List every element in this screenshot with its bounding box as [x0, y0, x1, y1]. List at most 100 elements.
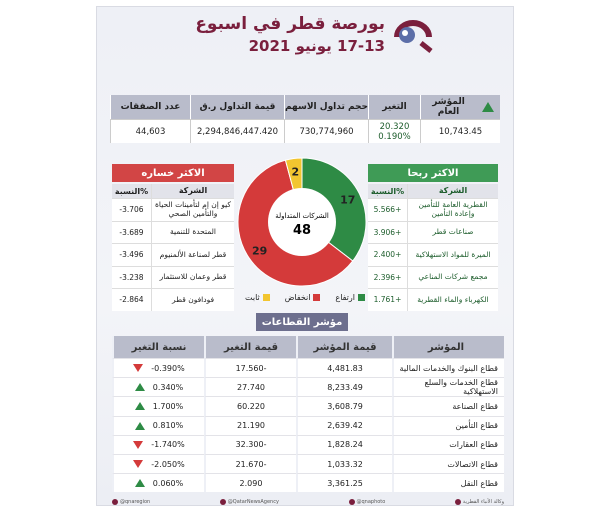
summary-header-change: التغير — [368, 95, 420, 119]
social-icon — [219, 499, 226, 505]
legend-item: انخفاض — [285, 293, 321, 302]
pie-center — [268, 188, 336, 256]
sector-pct-cell: -1.740% — [112, 434, 204, 454]
gainers-pct-value: 2.396+ — [368, 266, 408, 288]
sector-pct-value: 1.700% — [152, 401, 184, 411]
sector-index-value: 3,361.25 — [296, 473, 392, 493]
sector-index-value: 2,639.42 — [296, 415, 392, 435]
losers-row: المتحدة للتنمية -3.689 — [112, 220, 234, 243]
footer-social-item[interactable]: @QatarNewsAgency — [219, 499, 279, 505]
sector-pct-value: -2.050% — [151, 459, 185, 469]
losers-row: قطر وعمان للاستثمار -3.238 — [112, 265, 234, 288]
legend-item: ثابت — [245, 293, 270, 302]
sector-pct-cell: -2.050% — [112, 453, 204, 474]
losers-pct-value: -2.864 — [112, 289, 152, 311]
sectors-col-pct: نسبة التغير — [112, 336, 204, 358]
losers-header: الشركة النسبة% — [112, 184, 234, 198]
summary-deals-value: 44,603 — [110, 119, 190, 143]
sector-pct-value: -0.390% — [151, 363, 185, 373]
losers-company-name: قطر لصناعة الألمنيوم — [159, 249, 227, 259]
legend-swatch — [313, 294, 321, 301]
pie-slice-0 — [301, 157, 367, 262]
up-triangle-icon — [482, 102, 494, 112]
companies-pie-chart: 17 29 2 الشركات المتداولة 48 — [237, 157, 367, 287]
losers-company-name: المتحدة للتنمية — [170, 227, 216, 236]
footer: @qnaregion @QatarNewsAgency @qnaphoto وكالة… — [112, 496, 504, 508]
footer-social-item[interactable]: @qnaregion — [112, 499, 150, 505]
footer-social-handle: @qnaregion — [120, 499, 151, 505]
legend-swatch — [358, 294, 365, 301]
sector-row: قطاع الخدمات والسلع الاستهلاكية 8,233.49 2… — [112, 377, 504, 397]
legend-item: ارتفاع — [335, 293, 365, 302]
sector-pct-value: 0.060% — [152, 478, 184, 488]
sector-index-value: 8,233.49 — [296, 377, 392, 397]
losers-pct-value: -3.689 — [112, 221, 152, 243]
losers-pct-value: -3.238 — [112, 266, 152, 288]
losers-row: قطر لصناعة الألمنيوم -3.496 — [112, 243, 234, 266]
sector-index-value: 4,481.83 — [296, 358, 392, 378]
losers-row: فودافون قطر -2.864 — [112, 288, 234, 311]
gainers-row: الكهرباء والماء القطرية 1.761+ — [368, 288, 498, 311]
page-title: بورصة قطر في اسبوع — [195, 14, 385, 34]
sector-pct-cell: 0.340% — [112, 377, 204, 397]
sector-index-value: 3,608.79 — [296, 396, 392, 416]
legend-label: انخفاض — [284, 293, 311, 302]
sector-name: قطاع الصناعة — [392, 396, 504, 416]
pie-center-value: 48 — [293, 223, 311, 238]
sector-row: قطاع البنوك والخدمات المالية 4,481.83 -17.… — [112, 358, 504, 378]
sector-name: قطاع التأمين — [392, 415, 504, 435]
social-icon — [454, 499, 461, 505]
footer-social-handle: @QatarNewsAgency — [227, 499, 279, 505]
gainers-row: القطرية العامة للتأمين وإعادة التأمين 5.5… — [368, 198, 498, 221]
legend-label: ارتفاع — [335, 293, 355, 302]
sector-pct-value: 0.340% — [152, 382, 184, 392]
sectors-col-change: قيمة التغير — [204, 336, 296, 358]
pie-slice-label: 29 — [252, 244, 267, 257]
gainers-title: الاكثر ربحا — [368, 164, 498, 182]
sector-pct-value: -1.740% — [151, 440, 185, 450]
pie-slice-label: 2 — [292, 165, 300, 178]
pie-slice-label: 17 — [340, 193, 355, 206]
sector-name: قطاع العقارات — [392, 434, 504, 454]
summary-header-value: قيمة التداول ر.ق — [190, 95, 284, 119]
sectors-table: المؤشر قيمة المؤشر قيمة التغير نسبة التغ… — [112, 336, 504, 493]
social-icon — [112, 499, 118, 505]
sectors-header: المؤشر قيمة المؤشر قيمة التغير نسبة التغ… — [112, 336, 504, 358]
sector-row: قطاع التأمين 2,639.42 21.190 0.810% — [112, 415, 504, 435]
gainers-company-name: القطرية العامة للتأمين وإعادة التأمين — [418, 200, 488, 218]
gainers-company-name: صناعات قطر — [432, 227, 474, 236]
sector-change-value: -17.560 — [204, 358, 296, 378]
sector-pct-value: 0.810% — [152, 421, 184, 431]
pie-center-label: الشركات المتداولة — [275, 212, 329, 220]
sector-name: قطاع الاتصالات — [392, 453, 504, 474]
gainers-pct-value: 5.566+ — [368, 199, 408, 221]
sector-change-value: 21.190 — [204, 415, 296, 435]
summary-index-value: 10,743.45 — [420, 119, 500, 143]
footer-social-item[interactable]: وكالة الأنباء القطرية — [454, 499, 504, 505]
losers-title: الاكثر خساره — [112, 164, 234, 182]
gainers-company-name: مجمع شركات المناعي — [418, 272, 488, 281]
summary-header-index: المؤشر العام — [420, 95, 500, 119]
losers-company-name: كيو إن إم لتأمينات الحياة والتأمين الصحي — [155, 200, 231, 218]
sector-pct-cell: -0.390% — [112, 358, 204, 378]
gainers-row: صناعات قطر 3.906+ — [368, 220, 498, 243]
up-triangle-icon — [134, 383, 145, 392]
sector-pct-cell: 0.810% — [112, 415, 204, 435]
sector-row: قطاع النقل 3,361.25 2.090 0.060% — [112, 473, 504, 493]
summary-change-value: 20.320 0.190% — [368, 119, 420, 143]
summary-header: المؤشر العام التغير حجم تداول الاسهم قيم… — [110, 95, 500, 119]
footer-social-handle: @qnaphoto — [356, 499, 386, 505]
gainers-col-pct: النسبة% — [368, 184, 408, 198]
sector-row: قطاع الصناعة 3,608.79 60.220 1.700% — [112, 396, 504, 416]
up-triangle-icon — [134, 479, 145, 488]
sector-change-value: -21.670 — [204, 453, 296, 474]
summary-row: 10,743.45 20.320 0.190% 730,774,960 2,294… — [110, 119, 500, 143]
sector-change-value: 60.220 — [204, 396, 296, 416]
sector-index-value: 1,828.24 — [296, 434, 392, 454]
gainers-pct-value: 3.906+ — [368, 221, 408, 243]
footer-social-item[interactable]: @qnaphoto — [348, 499, 386, 505]
sector-index-value: 1,033.32 — [296, 453, 392, 474]
sector-row: قطاع الاتصالات 1,033.32 -21.670 -2.050% — [112, 453, 504, 474]
up-triangle-icon — [134, 402, 145, 411]
summary-value-value: 2,294,846,447.420 — [190, 119, 284, 143]
